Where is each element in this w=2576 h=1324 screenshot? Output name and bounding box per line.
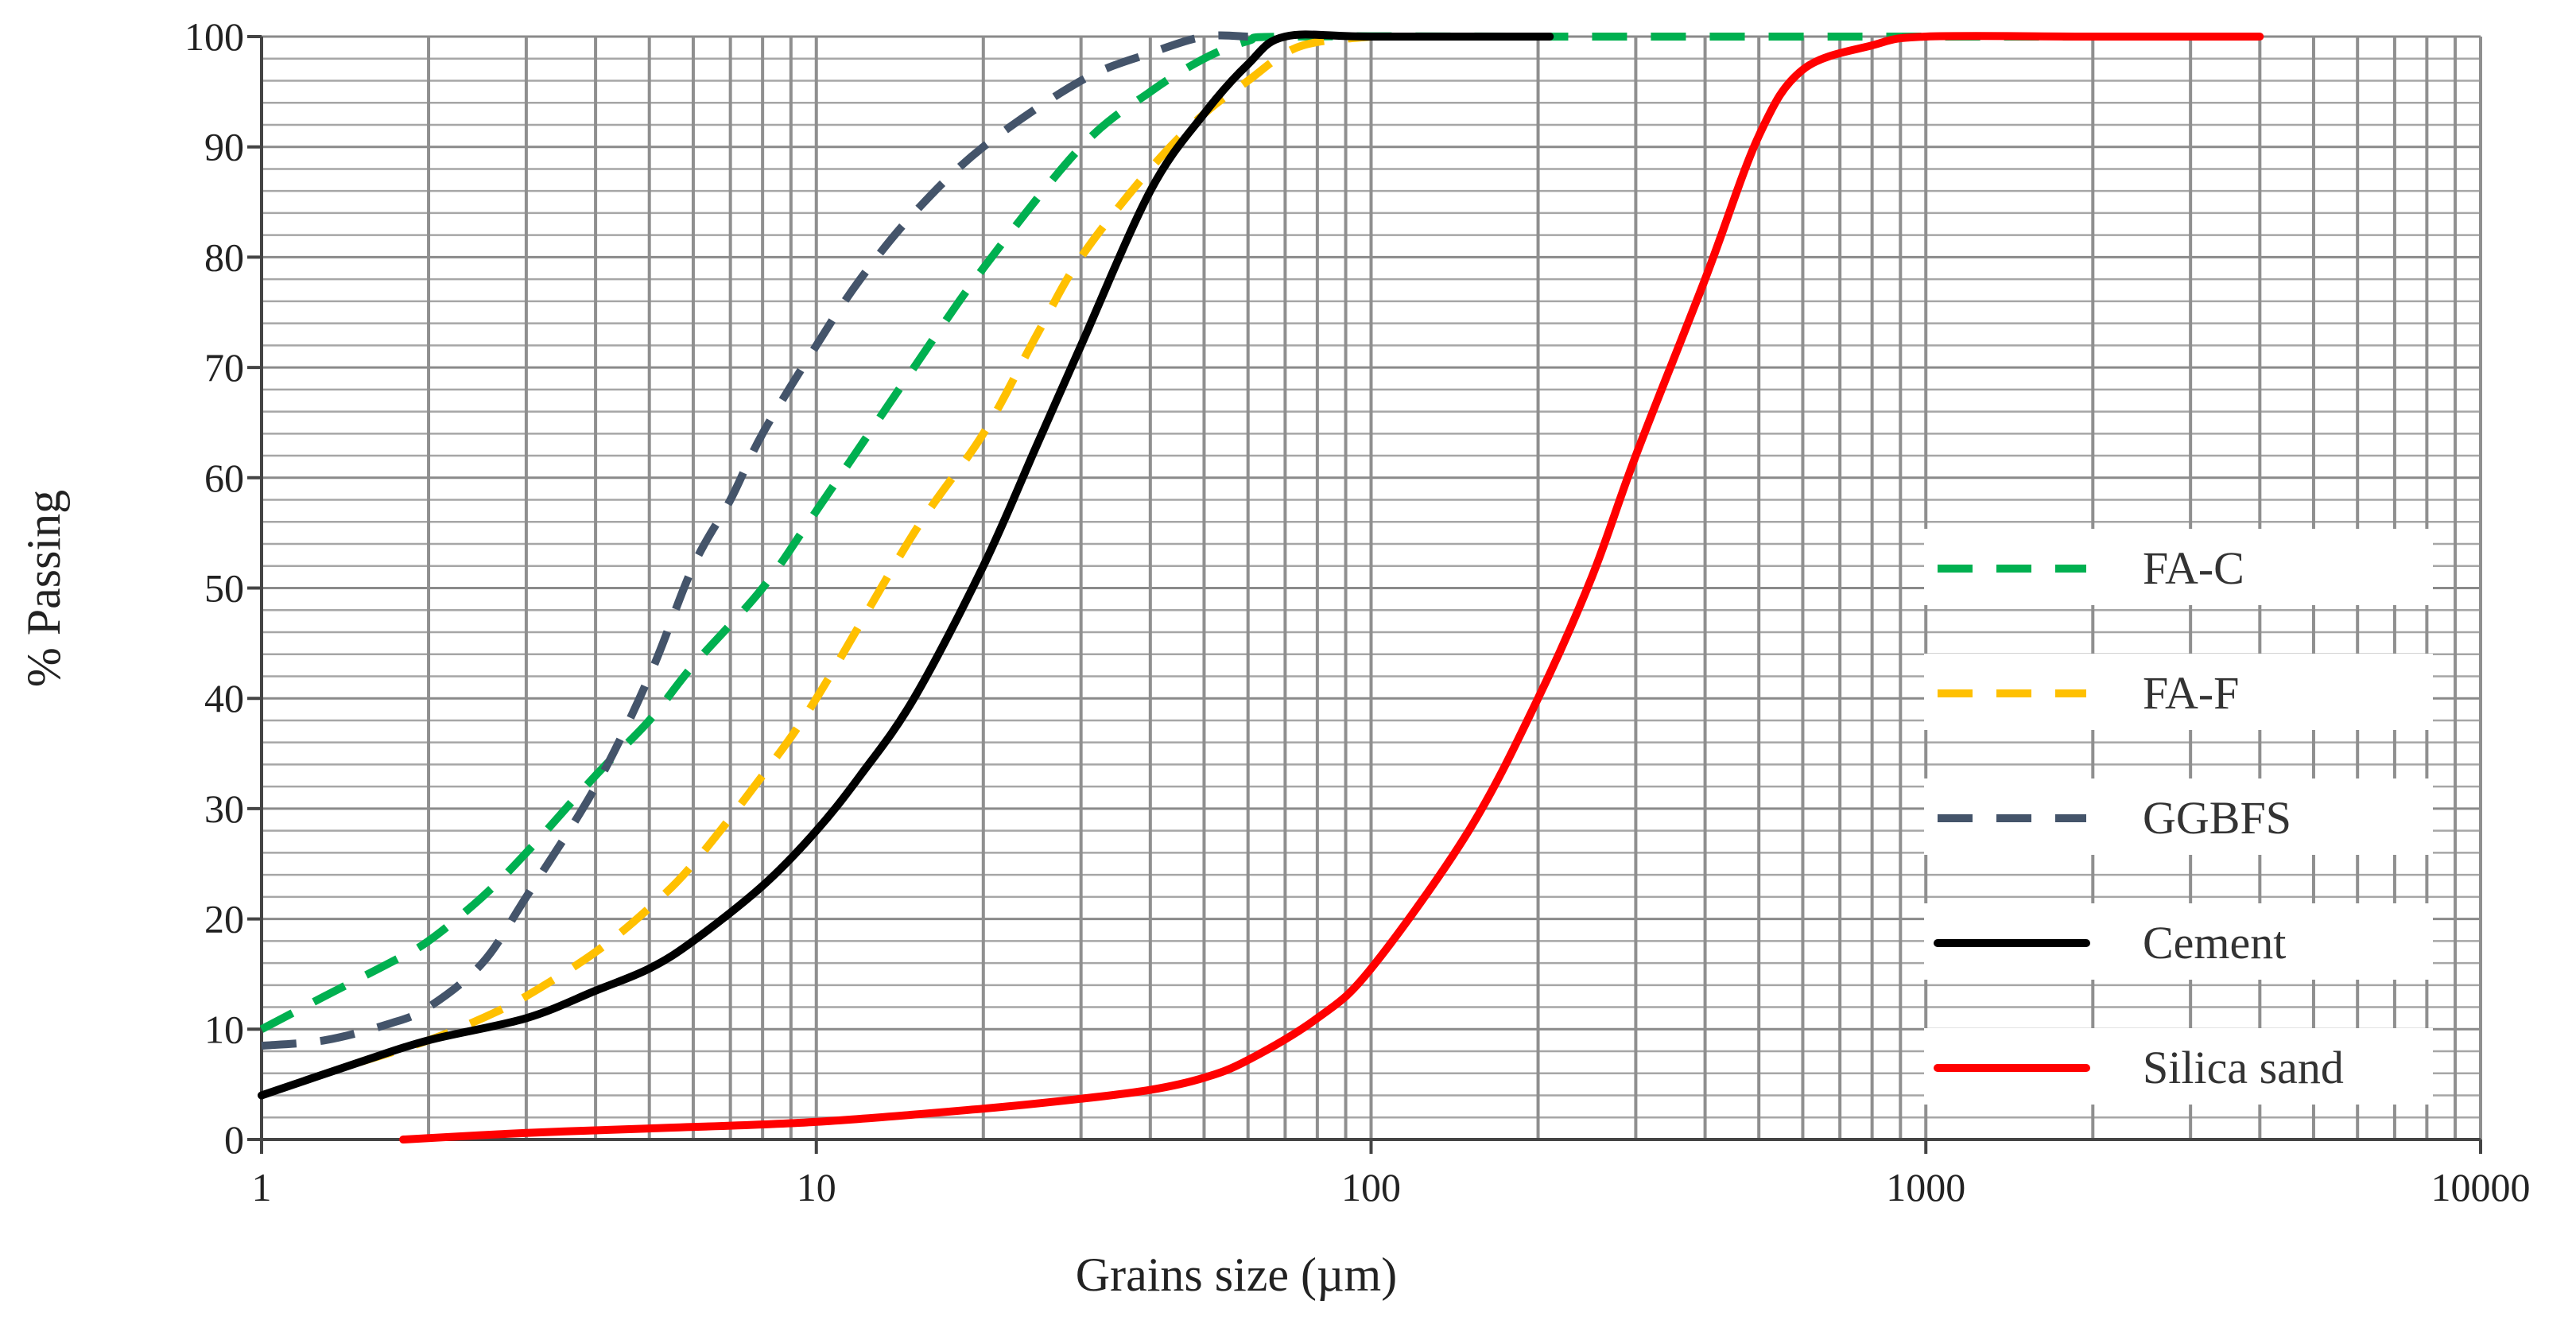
legend-label-cement: Cement bbox=[2143, 917, 2286, 969]
series-line-ggbfs bbox=[261, 31, 1248, 1050]
series-lines bbox=[258, 30, 2264, 1143]
x-tick-label: 100 bbox=[1341, 1165, 1401, 1209]
y-tick-label: 50 bbox=[204, 566, 244, 611]
series-line-fa-c bbox=[259, 32, 2093, 1033]
axes bbox=[247, 37, 2481, 1154]
y-tick-label: 100 bbox=[184, 14, 244, 59]
x-tick-label: 1 bbox=[252, 1165, 272, 1209]
y-tick-label: 40 bbox=[204, 676, 244, 720]
y-tick-label: 20 bbox=[204, 897, 244, 942]
x-tick-label: 10000 bbox=[2431, 1165, 2531, 1209]
legend-label-fa-c: FA-C bbox=[2143, 542, 2244, 594]
series-line-cement bbox=[258, 30, 1554, 1100]
x-tick-labels: 1 10 100 1000 10000 bbox=[252, 1140, 2531, 1209]
y-axis-title: % Passing bbox=[17, 490, 70, 687]
series-line-silica-sand bbox=[399, 32, 2264, 1143]
y-tick-label: 10 bbox=[204, 1007, 244, 1051]
y-tick-label: 30 bbox=[204, 786, 244, 831]
y-tick-label: 70 bbox=[204, 345, 244, 390]
x-axis-title: Grains size (µm) bbox=[1076, 1248, 1397, 1301]
x-tick-label: 1000 bbox=[1886, 1165, 1965, 1209]
series-line-fa-f bbox=[358, 33, 1372, 1066]
legend-label-silica-sand: Silica sand bbox=[2143, 1042, 2344, 1093]
legend: FA-C FA-F GGBFS Cement Silica sand bbox=[1924, 529, 2433, 1105]
y-tick-label: 0 bbox=[224, 1117, 244, 1162]
y-tick-label: 80 bbox=[204, 235, 244, 279]
y-tick-label: 90 bbox=[204, 125, 244, 169]
x-tick-label: 10 bbox=[797, 1165, 836, 1209]
legend-label-ggbfs: GGBFS bbox=[2143, 792, 2291, 844]
y-tick-label: 60 bbox=[204, 456, 244, 500]
legend-label-fa-f: FA-F bbox=[2143, 667, 2239, 719]
y-tick-labels: 0 10 20 30 40 50 60 70 80 90 100 bbox=[184, 14, 262, 1162]
